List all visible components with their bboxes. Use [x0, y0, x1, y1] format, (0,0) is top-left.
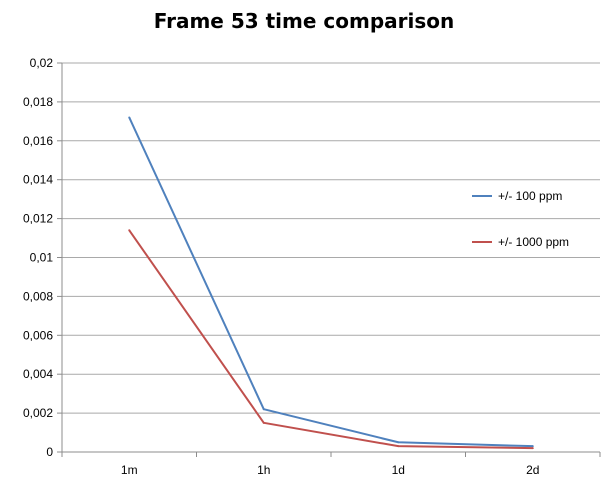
data-point: [531, 447, 534, 450]
gridlines: [62, 62, 600, 414]
y-axis-tick-labels: 0 0,002 0,004 0,006 0,008 0,01 0,012 0,014 0,016…: [23, 56, 53, 459]
data-point: [262, 421, 265, 424]
data-point: [531, 445, 534, 448]
y-tick-label: 0,012: [23, 212, 53, 226]
x-axis-tick-labels: 1m 1h 1d 2d: [121, 463, 540, 477]
data-series: [128, 116, 534, 450]
axes: [57, 62, 601, 457]
x-tick-label: 2d: [526, 463, 539, 477]
x-tick-label: 1h: [257, 463, 270, 477]
data-point: [397, 441, 400, 444]
x-tick-label: 1m: [121, 463, 138, 477]
x-tick-label: 1d: [392, 463, 405, 477]
data-point: [128, 229, 131, 232]
y-tick-label: 0,02: [30, 56, 54, 70]
y-tick-label: 0,002: [23, 406, 53, 420]
y-tick-label: 0: [46, 445, 53, 459]
data-point: [397, 445, 400, 448]
data-point: [262, 408, 265, 411]
legend-label-0: +/- 100 ppm: [498, 189, 562, 203]
chart-title: Frame 53 time comparison: [154, 9, 455, 33]
data-point: [128, 116, 131, 119]
y-tick-label: 0,006: [23, 328, 53, 342]
series-line-0: [128, 117, 533, 448]
y-tick-label: 0,014: [23, 173, 53, 187]
y-tick-label: 0,008: [23, 289, 53, 303]
y-tick-label: 0,01: [30, 251, 54, 265]
legend-label-1: +/- 1000 ppm: [498, 235, 569, 249]
y-tick-label: 0,016: [23, 134, 53, 148]
y-tick-label: 0,018: [23, 95, 53, 109]
y-tick-label: 0,004: [23, 367, 53, 381]
series-line-1: [128, 229, 533, 450]
legend: +/- 100 ppm +/- 1000 ppm: [472, 189, 569, 249]
